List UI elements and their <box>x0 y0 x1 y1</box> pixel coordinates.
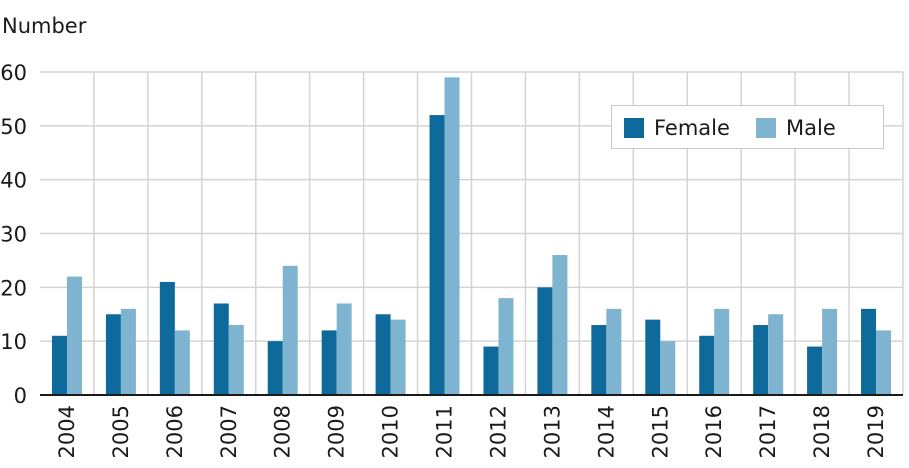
bar-female-2017 <box>753 325 769 395</box>
legend-label-female: Female <box>654 116 730 140</box>
x-tick-label: 2018 <box>810 405 834 458</box>
x-tick-label: 2019 <box>864 405 888 458</box>
x-tick-label: 2008 <box>271 405 295 458</box>
bar-female-2005 <box>105 314 121 395</box>
bar-male-2007 <box>228 325 244 395</box>
x-tick-label: 2011 <box>433 405 457 458</box>
x-tick-label: 2009 <box>325 405 349 458</box>
bar-female-2018 <box>807 346 823 395</box>
bar-male-2004 <box>66 276 82 395</box>
bar-male-2011 <box>444 77 460 395</box>
x-tick-label: 2014 <box>594 405 618 458</box>
x-tick-label: 2007 <box>217 405 241 458</box>
y-tick-label: 40 <box>0 169 27 193</box>
x-tick-label: 2005 <box>109 405 133 458</box>
bar-male-2012 <box>498 298 514 395</box>
bar-female-2010 <box>375 314 391 395</box>
bar-female-2014 <box>591 325 607 395</box>
bar-male-2014 <box>606 308 622 395</box>
legend-item-female: Female <box>624 116 730 140</box>
bar-male-2018 <box>822 308 838 395</box>
y-axis-label: Number <box>2 14 87 38</box>
bar-male-2010 <box>390 319 406 395</box>
bar-male-2006 <box>174 330 190 395</box>
bar-female-2009 <box>321 330 337 395</box>
y-tick-label: 50 <box>0 115 27 139</box>
bar-male-2013 <box>552 255 568 395</box>
y-tick-label: 10 <box>0 330 27 354</box>
legend-swatch-female <box>624 118 644 138</box>
x-tick-label: 2016 <box>702 405 726 458</box>
bar-female-2012 <box>483 346 499 395</box>
bar-female-2007 <box>213 303 229 395</box>
legend-swatch-male <box>756 118 776 138</box>
bar-female-2016 <box>699 335 715 395</box>
x-tick-label: 2004 <box>55 405 79 458</box>
bar-female-2006 <box>159 281 175 395</box>
bar-female-2015 <box>645 319 661 395</box>
bar-female-2019 <box>861 308 877 395</box>
legend-label-male: Male <box>786 116 836 140</box>
bar-male-2005 <box>120 308 136 395</box>
x-tick-label: 2006 <box>163 405 187 458</box>
bar-male-2009 <box>336 303 352 395</box>
y-tick-label: 0 <box>14 384 27 408</box>
bar-female-2011 <box>429 115 445 396</box>
x-tick-label: 2010 <box>379 405 403 458</box>
bar-female-2004 <box>51 335 67 395</box>
x-tick-label: 2015 <box>648 405 672 458</box>
x-tick-label: 2017 <box>756 405 780 458</box>
bar-male-2015 <box>660 341 676 395</box>
legend-item-male: Male <box>756 116 836 140</box>
y-tick-label: 30 <box>0 223 27 247</box>
x-tick-label: 2012 <box>486 405 510 458</box>
x-tick-label: 2013 <box>540 405 564 458</box>
y-tick-label: 60 <box>0 61 27 85</box>
legend: Female Male <box>611 105 884 149</box>
bar-male-2008 <box>282 265 298 395</box>
y-tick-label: 20 <box>0 276 27 300</box>
bar-female-2013 <box>537 287 553 395</box>
bar-male-2016 <box>714 308 730 395</box>
bar-female-2008 <box>267 341 283 395</box>
bar-male-2017 <box>768 314 784 395</box>
bar-male-2019 <box>876 330 892 395</box>
